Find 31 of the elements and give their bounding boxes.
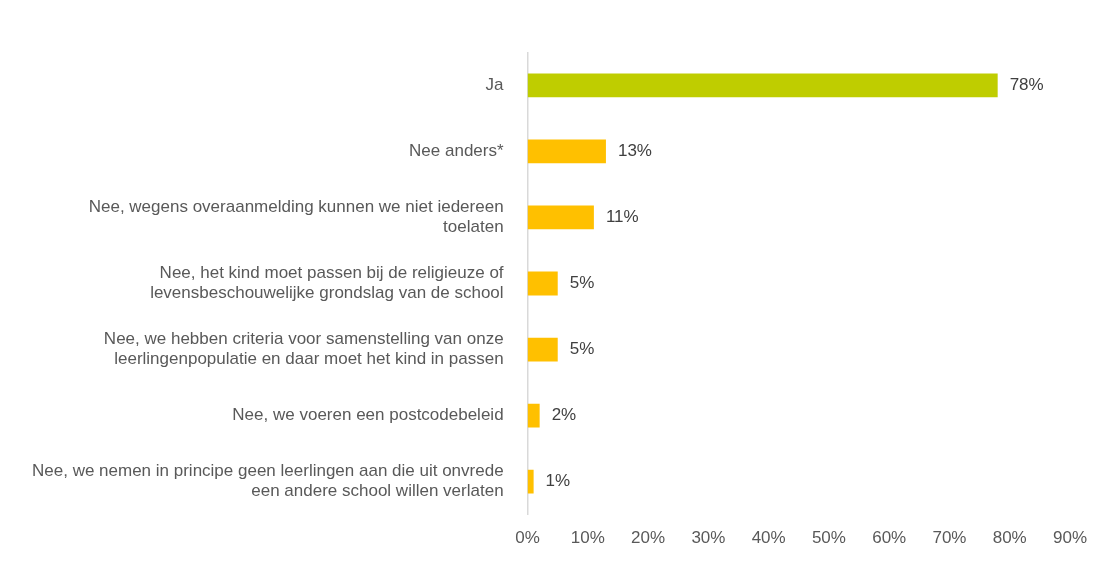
bar <box>527 403 540 428</box>
y-tick-label: Nee, we nemen in principe geen leerlingen aan die uit onvrede een andere school willen verlaten <box>32 461 504 501</box>
x-tick-label: 20% <box>631 528 666 548</box>
bar <box>527 73 998 98</box>
data-label: 13% <box>617 141 652 161</box>
y-tick-label: Nee, we hebben criteria voor samenstelling van onze leerlingenpopulatie en daar moet het kind in passen <box>103 329 504 369</box>
y-tick-label: Nee, we voeren een postcodebeleid <box>232 405 504 425</box>
x-tick-label: 80% <box>992 528 1027 548</box>
x-tick-label: 30% <box>691 528 726 548</box>
x-tick-label: 50% <box>811 528 846 548</box>
x-tick-label: 0% <box>515 528 540 548</box>
y-tick-label: Nee, het kind moet passen bij de religieuze of levensbeschouwelijke grondslag van de school <box>150 262 504 303</box>
data-label: 11% <box>605 207 639 227</box>
data-label: 2% <box>551 405 577 425</box>
bar <box>527 337 558 362</box>
bar <box>527 139 606 164</box>
y-tick-label: Nee anders* <box>409 141 504 161</box>
x-tick-label: 70% <box>932 528 967 548</box>
bar <box>527 271 558 296</box>
bar <box>527 469 534 494</box>
x-tick-label: 10% <box>570 528 605 548</box>
x-tick-label: 60% <box>872 528 907 548</box>
x-tick-label: 90% <box>1052 528 1087 548</box>
data-label: 1% <box>545 471 571 491</box>
data-label: 78% <box>1009 75 1044 95</box>
x-tick-label: 40% <box>751 528 786 548</box>
data-label: 5% <box>569 339 595 359</box>
bar <box>527 205 594 230</box>
data-label: 5% <box>569 273 595 293</box>
y-tick-label: Ja <box>485 75 505 95</box>
y-tick-label: Nee, wegens overaanmelding kunnen we niet iedereen toelaten <box>88 196 504 237</box>
